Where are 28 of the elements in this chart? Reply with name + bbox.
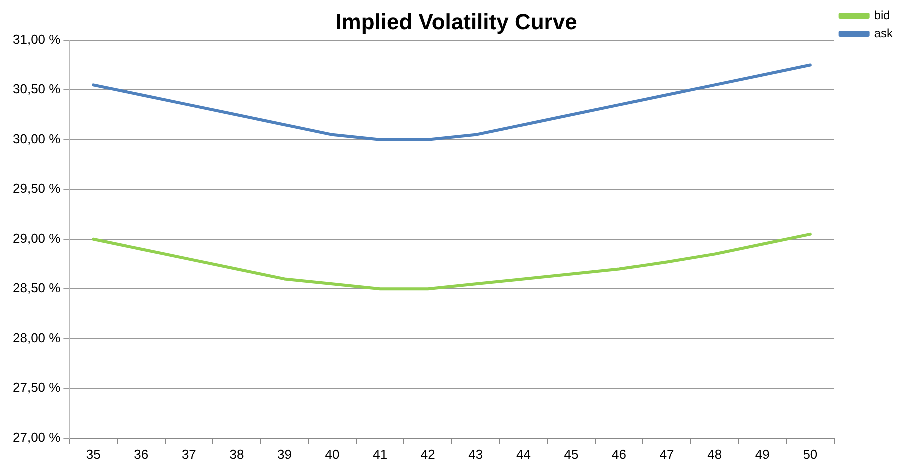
- chart-title: Implied Volatility Curve: [336, 9, 578, 34]
- x-tick-label: 44: [516, 446, 531, 462]
- x-tick-label: 42: [420, 446, 436, 462]
- x-tick-label: 37: [182, 446, 196, 462]
- x-tick-label: 40: [325, 446, 340, 462]
- y-tick-label: 29,50 %: [13, 181, 62, 196]
- x-tick-label: 46: [612, 446, 627, 462]
- y-tick-label: 30,00 %: [13, 131, 62, 146]
- x-tick-label: 45: [564, 446, 579, 462]
- legend-label: ask: [874, 26, 894, 40]
- y-tick-label: 27,50 %: [13, 380, 62, 396]
- y-tick-label: 30,50 %: [13, 82, 62, 97]
- x-tick-label: 48: [708, 446, 722, 462]
- x-tick-label: 38: [230, 446, 244, 462]
- y-tick-label: 31,00 %: [13, 32, 62, 47]
- x-tick-label: 43: [468, 446, 484, 462]
- y-tick-label: 29,00 %: [13, 230, 62, 246]
- x-tick-label: 47: [660, 446, 674, 462]
- x-tick-label: 36: [134, 446, 149, 462]
- x-tick-label: 35: [86, 446, 101, 462]
- y-tick-label: 28,00 %: [13, 330, 62, 346]
- legend-label: bid: [874, 8, 890, 22]
- y-tick-label: 27,00 %: [13, 430, 62, 445]
- x-tick-label: 39: [278, 446, 292, 462]
- x-tick-label: 41: [373, 446, 388, 462]
- x-tick-label: 50: [803, 446, 818, 462]
- y-tick-label: 28,50 %: [13, 280, 62, 296]
- x-tick-label: 49: [755, 446, 770, 462]
